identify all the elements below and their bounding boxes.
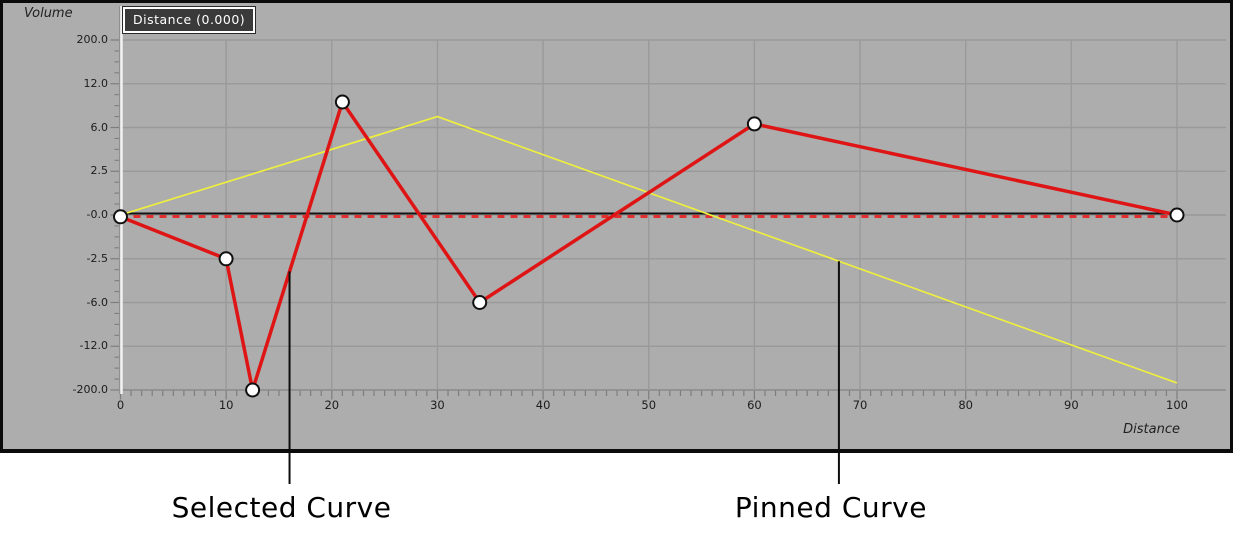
value-tooltip: Distance (0.000) [121, 6, 257, 34]
x-tick-label: 40 [535, 398, 551, 412]
x-tick-label: 20 [324, 398, 340, 412]
y-tick-label: -2.5 [86, 251, 108, 265]
y-tick-label: -0.0 [86, 208, 108, 221]
y-tick-label: 200.0 [76, 33, 109, 46]
y-tick-label: 2.5 [90, 164, 109, 178]
y-tick-label: 12.0 [83, 76, 109, 90]
x-axis-title: Distance [1123, 422, 1180, 437]
chart-panel [0, 0, 1233, 453]
y-tick-label: -12.0 [79, 339, 108, 353]
pinned-curve-annotation: Pinned Curve [734, 491, 927, 524]
pinned-curve-path[interactable] [120, 115, 1178, 384]
curve-point[interactable] [746, 116, 762, 132]
curve-point[interactable] [472, 295, 488, 310]
curve-point[interactable] [245, 382, 261, 398]
curve-point[interactable] [1169, 207, 1185, 223]
x-tick-label: 50 [641, 398, 657, 412]
y-tick-label: -6.0 [86, 295, 108, 309]
x-tick-label: 60 [747, 398, 762, 412]
x-tick-label: 80 [958, 398, 973, 412]
curve-point[interactable] [113, 209, 128, 225]
x-tick-label: 70 [852, 398, 868, 412]
x-tick-label: 30 [430, 398, 445, 412]
y-tick-label: 6.0 [90, 120, 109, 134]
curve-point[interactable] [334, 94, 350, 110]
x-tick-label: 90 [1064, 398, 1079, 412]
x-tick-label: 100 [1166, 398, 1188, 412]
y-axis-title: Volume [24, 6, 73, 21]
curve-point[interactable] [218, 251, 234, 267]
selected-curve-annotation: Selected Curve [171, 491, 392, 524]
x-tick-label: 10 [218, 398, 234, 412]
y-tick-label: -200.0 [72, 383, 108, 396]
x-tick-label: 0 [116, 398, 125, 412]
